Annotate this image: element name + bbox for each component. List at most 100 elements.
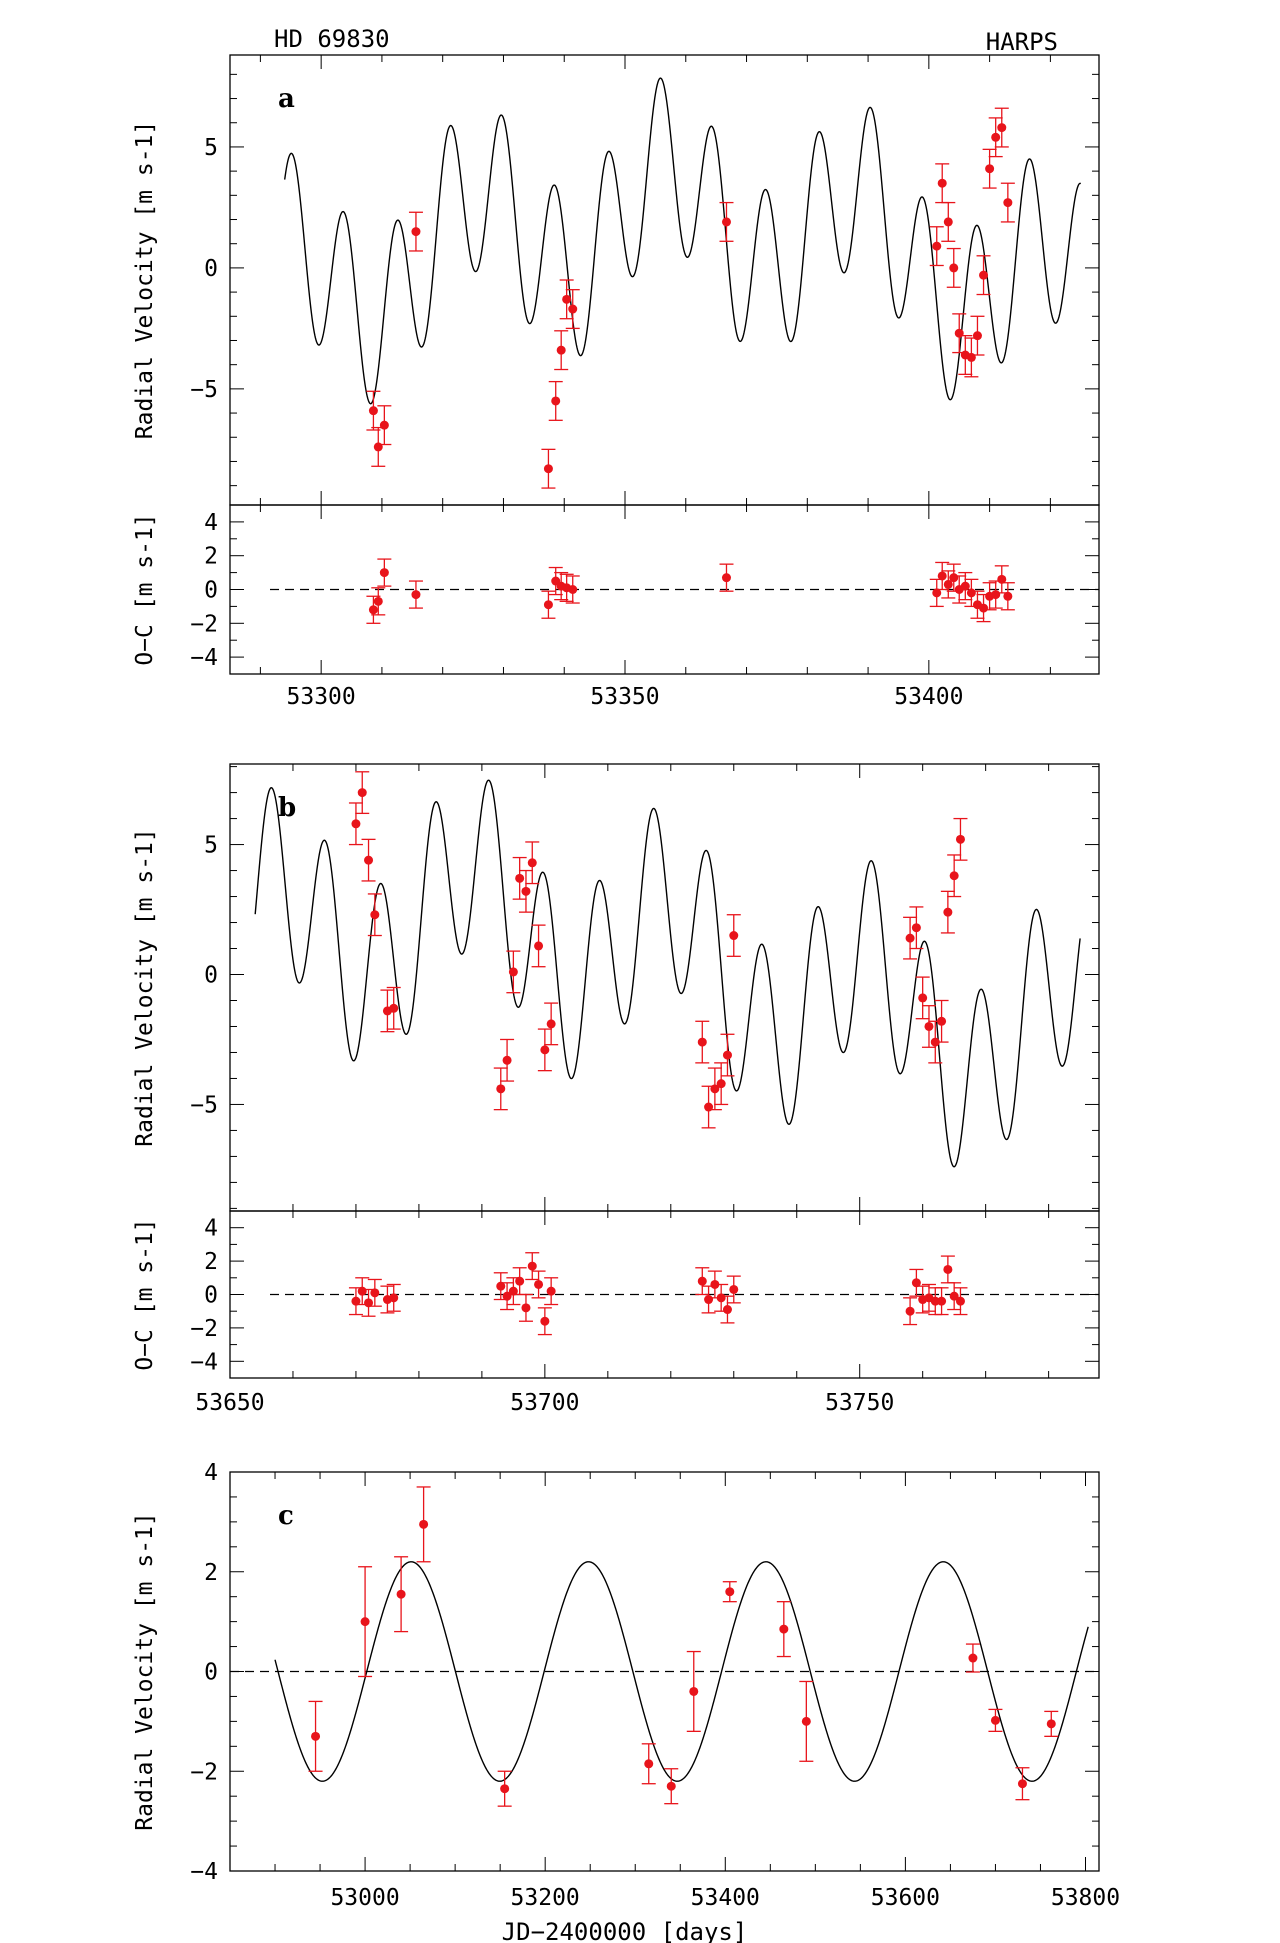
b-residual-data-point — [518, 1293, 533, 1322]
point-marker — [396, 1589, 406, 1599]
a-residual-data-point — [554, 571, 569, 601]
star-name: HD 69830 — [274, 25, 390, 53]
point-marker — [911, 923, 921, 933]
b-residual-data-point — [726, 1275, 741, 1304]
a-rv-data-point — [982, 148, 997, 189]
point-marker — [502, 1291, 512, 1301]
panel-b-letter: b — [278, 793, 296, 823]
b-residual-data-point — [531, 1270, 546, 1299]
c-rv-data-point — [776, 1601, 791, 1658]
point-marker — [562, 294, 572, 304]
a-model-curve — [283, 77, 1082, 405]
b-rv-y-axis-label: Radial Velocity [m s-1] — [132, 828, 158, 1147]
c-x-tick-label: 53200 — [511, 1885, 580, 1911]
b-residual-y-tick-label: 4 — [204, 1216, 218, 1242]
c-x-tick-label: 53000 — [330, 1885, 399, 1911]
a-rv-data-point — [935, 163, 950, 204]
point-marker — [534, 1279, 544, 1289]
b-rv-data-point — [500, 1038, 515, 1082]
c-rv-y-tick-label: 0 — [204, 1660, 218, 1686]
point-marker — [521, 886, 531, 896]
b-rv-data-point — [909, 906, 924, 950]
point-marker — [943, 1264, 953, 1274]
panel-c-rv-plot: −4 −2 0 2 4 Radial Velocity [m s-1] c 53000 5320… — [132, 1460, 1120, 1911]
a-residual-data-point — [1000, 582, 1015, 611]
c-rv-y-tick-label: 4 — [204, 1460, 218, 1486]
point-marker — [905, 933, 915, 943]
b-rv-data-point — [525, 841, 540, 885]
point-marker — [496, 1281, 506, 1291]
panel-b: −5 0 5 Radial Velocity [m s-1] b −4 −2 0 2 4 O−C [… — [132, 763, 1100, 1416]
a-residual-y-axis-label: O−C [m s-1] — [132, 513, 158, 665]
a-rv-data-point — [554, 330, 569, 371]
point-marker — [722, 1050, 732, 1060]
c-rv-data-point — [965, 1643, 980, 1673]
point-marker — [373, 442, 383, 452]
point-marker — [725, 1587, 735, 1597]
b-residual-data-point — [953, 1287, 968, 1316]
a-rv-y-tick-label: −5 — [190, 377, 218, 403]
c-rv-data-point — [641, 1743, 656, 1785]
c-model-curve — [274, 1561, 1089, 1782]
b-rv-data-point — [726, 914, 741, 957]
point-marker — [930, 1296, 940, 1306]
point-marker — [716, 1079, 726, 1089]
a-rv-data-point — [994, 107, 1009, 148]
point-marker — [357, 788, 367, 798]
point-marker — [955, 1296, 965, 1306]
b-rv-data-point — [720, 1033, 735, 1077]
point-marker — [710, 1084, 720, 1094]
point-marker — [954, 328, 964, 338]
x-axis-label: JD−2400000 [days] — [502, 1918, 748, 1943]
point-marker — [949, 573, 959, 583]
point-marker — [716, 1293, 726, 1303]
b-rv-data-point — [355, 771, 370, 815]
b-residual-data-point — [903, 1297, 918, 1326]
point-marker — [379, 420, 389, 430]
b-residual-y-tick-label: −4 — [190, 1349, 218, 1375]
point-marker — [729, 1284, 739, 1294]
point-marker — [515, 1276, 525, 1286]
point-marker — [568, 585, 578, 594]
point-marker — [1017, 1779, 1027, 1789]
a-rv-data-point — [946, 247, 961, 288]
point-marker — [527, 1261, 537, 1271]
point-marker — [515, 873, 525, 883]
point-marker — [721, 217, 731, 227]
point-marker — [905, 1306, 915, 1316]
c-rv-data-point — [358, 1566, 373, 1678]
point-marker — [546, 1019, 556, 1029]
a-residual-data-point — [408, 580, 423, 609]
a-rv-data-point — [366, 390, 381, 431]
c-rv-data-point — [686, 1650, 701, 1732]
a-rv-data-point — [988, 117, 1003, 158]
point-marker — [704, 1295, 714, 1305]
panel-a-rv-frame — [229, 54, 1100, 506]
point-marker — [972, 331, 982, 341]
point-marker — [979, 603, 989, 613]
point-marker — [534, 941, 544, 951]
b-residual-data-point — [934, 1287, 949, 1316]
point-marker — [911, 1278, 921, 1288]
c-x-tick-label: 53600 — [871, 1885, 940, 1911]
point-marker — [543, 600, 553, 610]
a-rv-y-axis-label: Radial Velocity [m s-1] — [132, 121, 158, 440]
point-marker — [943, 907, 953, 917]
b-rv-data-point — [947, 854, 962, 898]
point-marker — [666, 1781, 676, 1791]
point-marker — [985, 164, 995, 174]
point-marker — [411, 227, 421, 237]
a-residual-data-point — [366, 595, 381, 624]
point-marker — [937, 1296, 947, 1306]
a-residual-data-point — [541, 590, 556, 619]
panel-a: −5 0 5 Radial Velocity [m s-1] a −4 −2 0 2 4 O−C [… — [132, 54, 1100, 710]
point-marker — [389, 1293, 399, 1303]
point-marker — [311, 1731, 321, 1741]
a-x-tick-label: 53350 — [590, 684, 659, 710]
point-marker — [943, 217, 953, 227]
point-marker — [937, 178, 947, 188]
a-residual-data-point — [719, 563, 734, 592]
a-residual-data-point — [559, 573, 574, 602]
point-marker — [1003, 591, 1013, 601]
panel-a-rv-plot: −5 0 5 Radial Velocity [m s-1] a — [132, 54, 1100, 506]
